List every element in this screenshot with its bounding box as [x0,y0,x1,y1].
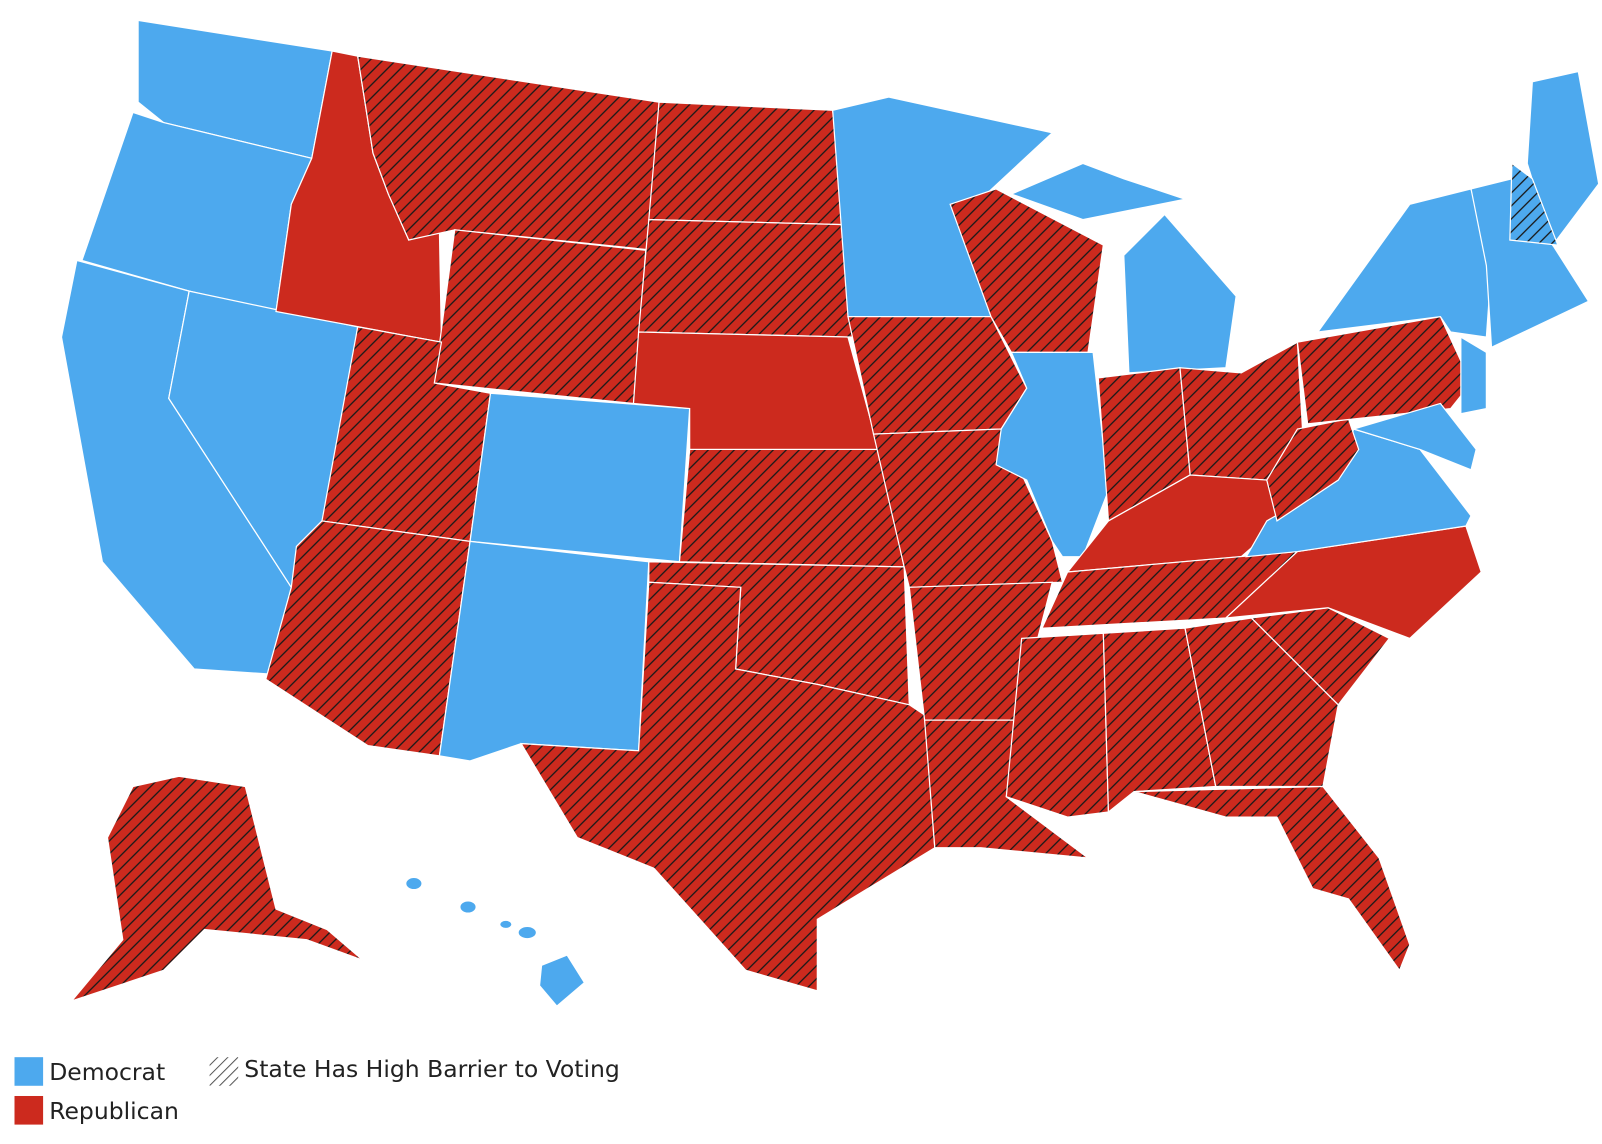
state [648,101,849,226]
legend-swatch [14,1095,44,1125]
state [469,392,691,563]
legend-label: State Has High Barrier to Voting [244,1055,620,1083]
state [1316,188,1493,338]
state [1133,785,1411,972]
state [678,448,905,568]
states [60,19,1600,1007]
state [847,316,1028,435]
legend-label: Democrat [49,1058,165,1086]
state [1250,607,1391,706]
state [637,218,854,338]
legend-label: Republican [49,1097,179,1125]
legend-swatch [14,1057,44,1086]
state [1266,418,1360,522]
state [438,540,650,762]
state [265,520,471,757]
state [1184,617,1339,788]
state [1509,162,1559,246]
legend-swatch [209,1057,239,1086]
state [356,55,660,251]
state [520,581,936,992]
state [69,775,364,1003]
state [459,900,477,914]
state [1296,315,1472,425]
state [1460,335,1487,415]
state [1005,632,1110,818]
state [538,954,586,1007]
state [1102,627,1217,814]
state [1351,402,1477,471]
state [499,919,513,930]
state [1526,70,1600,247]
state [517,925,538,940]
state [1123,213,1237,374]
state [1009,162,1188,221]
state [405,876,423,891]
state [433,229,647,405]
legend: Democrat Republican State Has High Barri… [14,1055,620,1125]
